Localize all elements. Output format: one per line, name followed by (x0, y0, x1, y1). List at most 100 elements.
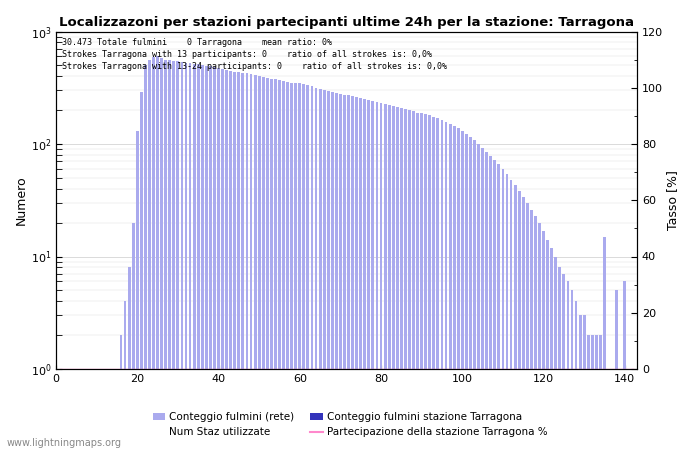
Y-axis label: Numero: Numero (15, 176, 28, 225)
Bar (453, 126, 456, 450)
Bar (286, 82, 289, 450)
Bar (363, 99, 366, 450)
Bar (152, 57, 155, 450)
Bar (554, 256, 557, 450)
Bar (63, 369, 66, 450)
Bar (444, 122, 447, 450)
Bar (282, 81, 285, 450)
Bar (420, 113, 423, 450)
Bar (262, 77, 265, 450)
Bar (505, 174, 508, 450)
Partecipazione della stazione Tarragona % (564, 366, 572, 372)
Bar (66, 369, 69, 450)
Bar (620, 369, 622, 450)
Bar (388, 105, 391, 450)
Bar (566, 281, 569, 450)
Bar (246, 73, 248, 450)
Partecipazione della stazione Tarragona % (417, 366, 426, 372)
Bar (611, 369, 614, 450)
Bar (485, 152, 488, 450)
Bar (189, 63, 192, 450)
Bar (457, 128, 460, 450)
Partecipazione della stazione Tarragona % (230, 366, 239, 372)
Bar (579, 315, 582, 450)
Bar (307, 85, 309, 450)
Bar (335, 93, 338, 450)
Bar (176, 61, 179, 450)
Bar (120, 335, 122, 450)
Bar (104, 369, 106, 450)
Bar (343, 94, 346, 450)
Bar (172, 61, 175, 450)
Bar (213, 68, 216, 450)
Bar (318, 89, 321, 450)
Bar (209, 66, 212, 450)
Bar (181, 62, 183, 450)
Bar (127, 267, 131, 450)
Bar (494, 160, 496, 450)
Bar (116, 369, 118, 450)
Bar (546, 240, 549, 450)
Bar (396, 107, 399, 450)
Bar (201, 65, 204, 450)
Bar (416, 112, 419, 450)
Bar (75, 369, 78, 450)
Bar (449, 124, 452, 450)
Bar (355, 97, 358, 450)
Bar (437, 118, 440, 450)
Bar (534, 216, 537, 450)
Bar (225, 70, 228, 450)
Bar (607, 369, 610, 450)
Bar (550, 248, 553, 450)
Bar (570, 290, 573, 450)
Bar (107, 369, 110, 450)
Bar (424, 114, 427, 450)
Bar (327, 91, 330, 450)
Bar (624, 281, 626, 450)
Bar (603, 237, 606, 450)
Bar (185, 63, 188, 450)
Bar (168, 60, 172, 450)
Bar (587, 335, 589, 450)
Bar (408, 110, 411, 450)
Bar (298, 84, 301, 450)
Bar (465, 134, 468, 450)
Bar (156, 56, 159, 450)
Bar (91, 369, 94, 450)
Bar (197, 64, 199, 450)
Text: 30.473 Totale fulmini    0 Tarragona    mean ratio: 0%
Strokes Tarragona with 13: 30.473 Totale fulmini 0 Tarragona mean r… (62, 38, 447, 71)
Bar (404, 109, 407, 450)
Bar (379, 104, 382, 450)
Bar (250, 74, 253, 450)
Title: Localizzazoni per stazioni partecipanti ultime 24h per la stazione: Tarragona: Localizzazoni per stazioni partecipanti … (59, 16, 634, 29)
Partecipazione della stazione Tarragona % (430, 366, 438, 372)
Bar (477, 144, 480, 450)
Bar (83, 369, 86, 450)
Partecipazione della stazione Tarragona % (332, 366, 340, 372)
Legend: Conteggio fulmini (rete), Num Staz utilizzate, Conteggio fulmini stazione Tarrag: Conteggio fulmini (rete), Num Staz utili… (150, 409, 550, 440)
Bar (241, 73, 244, 450)
Bar (148, 60, 151, 450)
Bar (400, 108, 402, 450)
Bar (501, 169, 504, 450)
Bar (221, 69, 224, 450)
Bar (266, 78, 269, 450)
Bar (433, 117, 435, 450)
Bar (302, 84, 305, 450)
Bar (331, 92, 334, 450)
Bar (530, 210, 533, 450)
Bar (132, 223, 134, 450)
Bar (514, 185, 517, 450)
Partecipazione della stazione Tarragona % (56, 366, 64, 372)
Bar (384, 104, 386, 450)
Bar (510, 180, 512, 450)
Bar (461, 131, 463, 450)
Bar (359, 98, 362, 450)
Bar (217, 68, 220, 450)
Bar (59, 369, 62, 450)
Bar (440, 120, 443, 450)
Bar (498, 164, 500, 450)
Bar (473, 140, 476, 450)
Bar (205, 66, 208, 450)
Bar (631, 369, 634, 450)
